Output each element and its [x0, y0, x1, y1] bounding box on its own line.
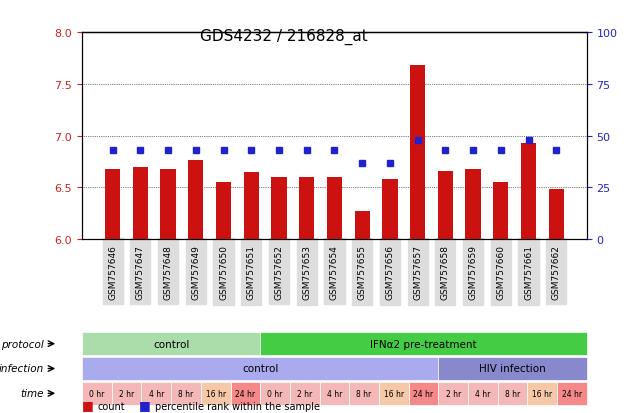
Text: 24 hr: 24 hr: [413, 389, 433, 398]
Bar: [521, 144, 536, 240]
Text: 8 hr: 8 hr: [357, 389, 372, 398]
Text: ■: ■: [82, 398, 94, 411]
Text: protocol: protocol: [1, 339, 44, 349]
Bar: [438, 171, 453, 240]
Bar: [548, 190, 564, 240]
Text: 24 hr: 24 hr: [235, 389, 256, 398]
Bar: [299, 178, 314, 240]
Text: 2 hr: 2 hr: [297, 389, 312, 398]
Bar: [355, 212, 370, 240]
Text: 2 hr: 2 hr: [119, 389, 134, 398]
Text: 4 hr: 4 hr: [475, 389, 490, 398]
Bar: [188, 161, 203, 240]
Text: 24 hr: 24 hr: [562, 389, 582, 398]
Text: control: control: [242, 363, 278, 374]
Text: 0 hr: 0 hr: [89, 389, 105, 398]
Text: 4 hr: 4 hr: [148, 389, 164, 398]
Text: infection: infection: [0, 363, 44, 374]
Text: time: time: [21, 388, 44, 399]
Text: 16 hr: 16 hr: [384, 389, 404, 398]
Bar: [382, 180, 398, 240]
Text: 0 hr: 0 hr: [268, 389, 283, 398]
Bar: [244, 172, 259, 240]
Bar: [410, 66, 425, 240]
Text: IFNα2 pre-treatment: IFNα2 pre-treatment: [370, 339, 477, 349]
Bar: [216, 183, 231, 240]
Text: 16 hr: 16 hr: [206, 389, 226, 398]
Text: HIV infection: HIV infection: [479, 363, 546, 374]
Bar: [493, 183, 509, 240]
Text: percentile rank within the sample: percentile rank within the sample: [155, 401, 319, 411]
Text: GDS4232 / 216828_at: GDS4232 / 216828_at: [200, 29, 368, 45]
Bar: [160, 169, 175, 240]
Text: 2 hr: 2 hr: [445, 389, 461, 398]
Text: count: count: [98, 401, 126, 411]
Text: ■: ■: [139, 398, 151, 411]
Text: 16 hr: 16 hr: [532, 389, 552, 398]
Bar: [105, 169, 121, 240]
Bar: [133, 167, 148, 240]
Text: 8 hr: 8 hr: [505, 389, 520, 398]
Text: 8 hr: 8 hr: [179, 389, 194, 398]
Bar: [327, 178, 342, 240]
Bar: [466, 169, 481, 240]
Bar: [271, 178, 286, 240]
Text: 4 hr: 4 hr: [327, 389, 342, 398]
Text: control: control: [153, 339, 189, 349]
